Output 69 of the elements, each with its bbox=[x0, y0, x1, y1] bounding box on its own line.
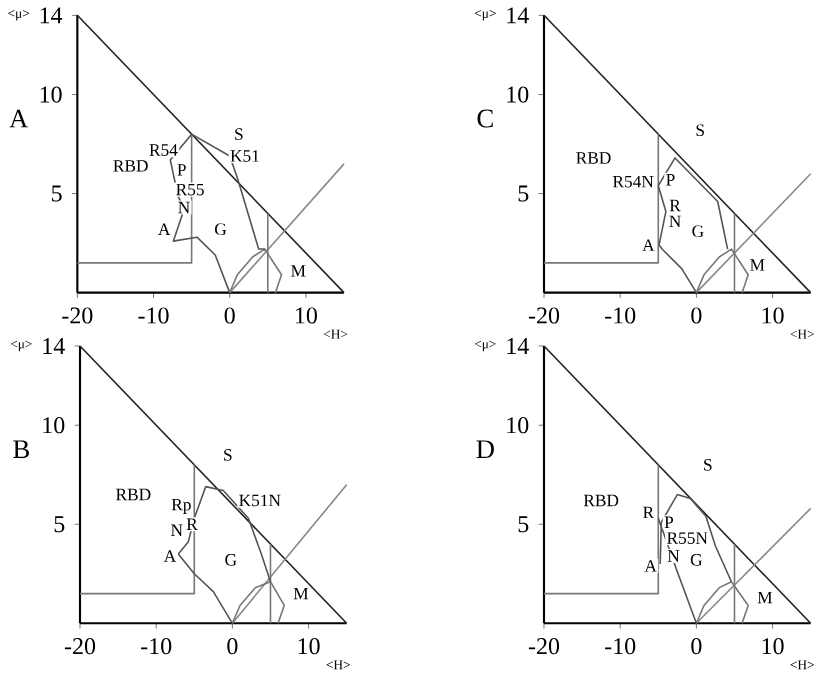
x-tick-label: -20 bbox=[528, 638, 560, 655]
y-tick-label: 5 bbox=[54, 516, 65, 533]
x-tick-label: 10 bbox=[295, 307, 317, 324]
text: D bbox=[476, 440, 494, 458]
annotation: M bbox=[293, 587, 309, 600]
y-tick-label: 14 bbox=[40, 7, 63, 24]
annotation: A bbox=[163, 550, 177, 562]
annotation: Rp bbox=[171, 498, 191, 514]
annotation: N bbox=[178, 201, 190, 214]
annotation: R54 bbox=[149, 144, 178, 156]
x-tick-label: 0 bbox=[691, 307, 702, 324]
x-tick-label: -10 bbox=[605, 638, 636, 655]
annotation: M bbox=[757, 591, 773, 604]
x-tick-label: 10 bbox=[762, 638, 784, 655]
annotation: G bbox=[692, 225, 704, 238]
x-tick-label: -20 bbox=[62, 307, 93, 324]
annotation: G bbox=[690, 554, 703, 566]
y-tick-label: 14 bbox=[507, 338, 529, 354]
annotation: R54N bbox=[612, 175, 654, 188]
annotation: S bbox=[224, 449, 232, 461]
annotation: M bbox=[750, 259, 765, 271]
y-tick-label: 5 bbox=[518, 185, 529, 202]
annotation: K51 bbox=[230, 150, 259, 162]
y-tick-label: 14 bbox=[43, 338, 65, 354]
annotation: P bbox=[666, 174, 675, 186]
annotation: R bbox=[643, 506, 655, 519]
x-tick-label: 10 bbox=[298, 638, 320, 655]
y-tick-label: 5 bbox=[51, 185, 62, 202]
annotation: A bbox=[642, 239, 655, 251]
annotation: R55N bbox=[667, 532, 708, 544]
y-tick-label: 14 bbox=[507, 7, 529, 24]
annotation: N bbox=[171, 524, 183, 536]
text: C bbox=[477, 109, 493, 128]
annotation: K51N bbox=[239, 494, 281, 507]
annotation: G bbox=[225, 554, 237, 566]
annotation: RBD bbox=[113, 160, 148, 172]
x-tick-label: 0 bbox=[227, 638, 238, 655]
annotation: N bbox=[669, 215, 681, 227]
y-tick-label: 10 bbox=[40, 86, 62, 103]
annotation: R bbox=[186, 518, 198, 530]
text: A bbox=[9, 109, 29, 128]
annotation: M bbox=[291, 265, 306, 277]
x-tick-label: 10 bbox=[762, 307, 784, 324]
x-tick-label: -10 bbox=[605, 307, 636, 324]
annotation: P bbox=[664, 516, 674, 528]
y-tick-label: 5 bbox=[518, 516, 529, 533]
annotation: RBD bbox=[576, 152, 611, 164]
annotation: N bbox=[667, 550, 680, 562]
annotation: G bbox=[215, 223, 227, 236]
text: B bbox=[13, 440, 29, 458]
x-tick-label: -10 bbox=[138, 307, 169, 324]
x-tick-label: -20 bbox=[528, 307, 560, 324]
x-tick-label: 0 bbox=[224, 307, 235, 324]
y-tick-label: 10 bbox=[507, 86, 529, 103]
annotation: A bbox=[158, 223, 171, 235]
annotation: R bbox=[669, 199, 681, 212]
annotation: RBD bbox=[116, 488, 151, 501]
annotation: S bbox=[235, 128, 243, 140]
annotation: P bbox=[177, 164, 186, 176]
annotation: A bbox=[644, 560, 657, 572]
y-tick-label: 10 bbox=[43, 417, 65, 434]
x-tick-label: -20 bbox=[64, 638, 96, 655]
annotation: S bbox=[696, 124, 704, 137]
annotation: RBD bbox=[583, 494, 619, 507]
x-tick-label: -10 bbox=[141, 638, 172, 655]
y-tick-label: 10 bbox=[507, 417, 529, 434]
x-tick-label: 0 bbox=[691, 638, 702, 655]
annotation: S bbox=[704, 459, 712, 471]
annotation: R55 bbox=[176, 183, 204, 196]
